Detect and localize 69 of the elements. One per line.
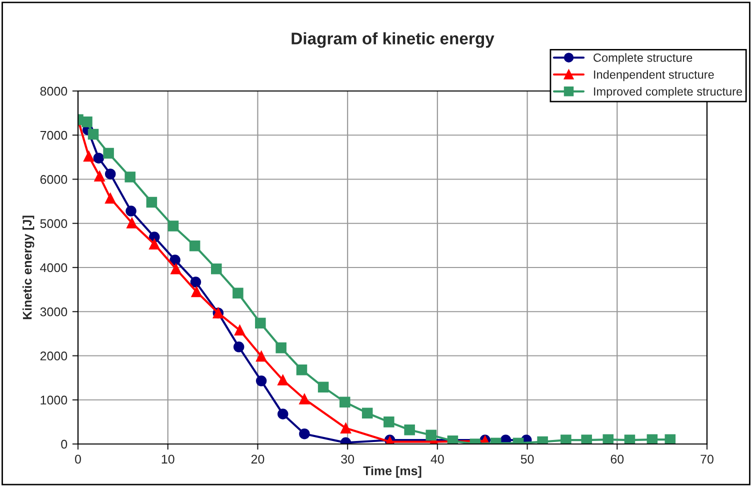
point (189, 240, 200, 252)
point (299, 428, 310, 440)
point (276, 342, 286, 354)
point (82, 116, 92, 128)
point (104, 168, 116, 180)
point (232, 288, 244, 298)
y-axis-title: Kinetic energy [J] (22, 216, 34, 320)
point (256, 350, 267, 362)
point (83, 150, 94, 162)
x-axis-title: Time [ms] (363, 466, 422, 478)
legend-label: Complete structure (594, 53, 692, 64)
point (170, 263, 182, 274)
point (126, 206, 136, 216)
y-tick-label: 7000 (40, 130, 68, 140)
point (318, 382, 329, 392)
point (384, 416, 394, 428)
point (340, 422, 352, 434)
x-tick-label: 70 (700, 454, 714, 464)
point (93, 152, 104, 164)
x-tick-label: 10 (162, 454, 174, 464)
point (447, 436, 458, 444)
point (277, 408, 288, 420)
point (94, 170, 105, 182)
point (664, 434, 676, 444)
y-tick-label: 1000 (40, 396, 68, 405)
point (256, 376, 267, 386)
point (646, 434, 658, 444)
chart-title: Diagram of kinetic energy (292, 32, 494, 48)
x-tick-label: 40 (430, 454, 444, 464)
point (624, 434, 636, 444)
y-tick-label: 8000 (40, 86, 68, 96)
point (191, 286, 202, 298)
point (255, 318, 266, 328)
y-tick-label: 2000 (40, 352, 68, 360)
point (190, 276, 202, 288)
point (146, 196, 158, 208)
point (339, 396, 350, 408)
point (296, 364, 308, 376)
point (602, 434, 614, 444)
y-tick-label: 5000 (40, 219, 68, 228)
x-tick-label: 20 (251, 454, 264, 464)
y-tick-label: 6000 (40, 175, 68, 184)
x-tick-label: 0 (75, 454, 81, 464)
point (211, 263, 222, 274)
point (404, 424, 415, 436)
y-tick-label: 4000 (40, 263, 68, 272)
point (560, 434, 572, 444)
point (88, 128, 99, 140)
x-tick-label: 50 (520, 454, 534, 464)
point (362, 408, 373, 418)
x-tick-label: 30 (341, 454, 354, 464)
point (426, 430, 437, 441)
point (581, 434, 592, 444)
point (170, 254, 180, 266)
point (299, 394, 310, 404)
y-tick-label: 0 (61, 440, 68, 449)
point (168, 220, 179, 232)
point (126, 218, 138, 228)
x-tick-label: 60 (610, 454, 624, 464)
point (103, 148, 114, 159)
y-tick-label: 3000 (40, 307, 68, 316)
legend-label: Improved complete structure (594, 87, 742, 98)
point (234, 324, 246, 336)
point (149, 238, 160, 250)
point (124, 172, 136, 182)
legend-label: Indenpendent structure (594, 70, 714, 82)
point (277, 374, 288, 386)
point (104, 192, 116, 204)
point (233, 342, 244, 352)
